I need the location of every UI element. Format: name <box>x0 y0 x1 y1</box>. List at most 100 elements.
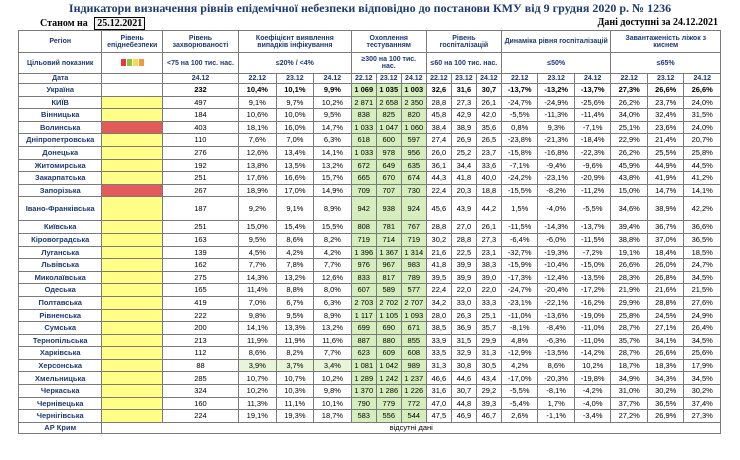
region-name: Сумська <box>17 321 103 335</box>
detection-value: 12,6% <box>238 145 277 160</box>
hospital-value: 22,0 <box>450 283 477 297</box>
hospital-value: 22,0 <box>475 283 502 297</box>
testing-value: 1 117 <box>350 308 377 323</box>
dynamics-value: -20,4% <box>537 283 575 297</box>
region-name: Чернівецька <box>17 396 103 411</box>
detection-value: 4,5% <box>238 245 277 260</box>
beds-value: 20,7% <box>683 133 721 147</box>
dynamics-value: -19,3% <box>537 245 575 260</box>
beds-value: 28,8% <box>646 295 685 310</box>
hospital-value: 38,5 <box>425 321 452 335</box>
dynamics-value: -23,1% <box>537 171 575 185</box>
dynamics-value: -5,5% <box>500 108 539 122</box>
dynamics-value: -11,3% <box>537 108 575 122</box>
incidence-value: 267 <box>161 183 240 198</box>
beds-value: 29,9% <box>610 295 648 310</box>
dynamics-value: -5,5% <box>500 384 539 398</box>
date-testing-1: 22.12 <box>350 73 377 84</box>
dynamics-value: -10,4% <box>537 258 575 272</box>
level-indicator <box>101 258 163 272</box>
beds-value: 14,1% <box>683 183 721 198</box>
dynamics-value: -13,7% <box>573 220 612 234</box>
hospital-value: 29,2 <box>475 384 502 398</box>
testing-value: 583 <box>350 409 377 423</box>
testing-value: 924 <box>400 196 427 222</box>
detection-value: 13,5% <box>275 158 315 173</box>
table-row: Рівненська 222 9,8% 9,5% 8,9% 1 117 1 105 1 093… <box>17 308 721 323</box>
dynamics-value: -4,0% <box>573 396 612 411</box>
detection-value: 8,6% <box>275 232 315 247</box>
dynamics-value: -14,2% <box>573 346 612 360</box>
dynamics-value: -13,6% <box>537 308 575 323</box>
region-name: Запорізька <box>17 183 103 198</box>
table-row: Івано-Франківська 187 9,2% 9,1% 8,9% 942 938 92… <box>17 196 721 222</box>
testing-value: 2 702 <box>375 295 402 310</box>
date-level-empty <box>101 73 163 84</box>
testing-value: 608 <box>400 346 427 360</box>
hospital-value: 26,3 <box>450 308 477 323</box>
detection-value: 13,4% <box>275 145 315 160</box>
incidence-value: 285 <box>161 371 240 386</box>
detection-value: 13,8% <box>238 158 277 173</box>
dynamics-value: 0,8% <box>500 120 539 135</box>
date-beds-1: 22.12 <box>610 73 648 84</box>
level-legend <box>101 52 163 74</box>
hospital-value: 39,9 <box>450 258 477 272</box>
col-detection: Коефіцієнт виявлення випадків інфікуванн… <box>238 30 352 53</box>
testing-value: 887 <box>350 333 377 348</box>
incidence-value: 251 <box>161 220 240 234</box>
dynamics-value: -12,9% <box>500 346 539 360</box>
testing-value: 1 286 <box>375 384 402 398</box>
region-name: Україна <box>17 83 103 97</box>
hospital-value: 31,5 <box>450 333 477 348</box>
dynamics-value: -3,4% <box>573 409 612 423</box>
status-left: Станом на 25.12.2021 <box>18 17 146 30</box>
region-name: Тернопільська <box>17 333 103 348</box>
beds-value: 39,4% <box>610 220 648 234</box>
region-name: Кіровоградська <box>17 232 103 247</box>
hospital-value: 30,8 <box>450 358 477 373</box>
testing-value: 1 396 <box>350 245 377 260</box>
level-indicator <box>101 183 163 198</box>
detection-value: 7,8% <box>275 258 315 272</box>
beds-value: 21,5% <box>683 283 721 297</box>
data-available-note: Дані доступні за 24.12.2021 <box>597 17 718 28</box>
incidence-value: 497 <box>161 95 240 110</box>
table-row: Миколаївська 275 14,3% 13,2% 12,6% 833 817 789 3… <box>17 270 721 285</box>
table-row: Одеська 165 11,4% 8,8% 8,0% 607 589 577 22,4 22,0… <box>17 283 721 297</box>
detection-value: 14,7% <box>313 120 352 135</box>
testing-value: 1 367 <box>375 245 402 260</box>
dynamics-value: -14,3% <box>537 220 575 234</box>
beds-value: 24,0% <box>683 95 721 110</box>
hospital-value: 27,3 <box>475 232 502 247</box>
beds-value: 30,2% <box>683 384 721 398</box>
indicator-row: Цільовий показник <75 на 100 тис. нас. ≤… <box>17 52 721 74</box>
hospital-value: 20,3 <box>450 183 477 198</box>
region-name: Житомирська <box>17 158 103 173</box>
date-testing-2: 23.12 <box>375 73 402 84</box>
beds-value: 26,0% <box>646 258 685 272</box>
incidence-value: 224 <box>161 409 240 423</box>
detection-value: 7,7% <box>313 258 352 272</box>
region-name: Одеська <box>17 283 103 297</box>
incidence-value: 232 <box>161 83 240 97</box>
testing-value: 1 069 <box>350 83 377 97</box>
dynamics-value: -13,5% <box>537 346 575 360</box>
beds-value: 31,5% <box>683 108 721 122</box>
hospital-value: 35,6 <box>475 120 502 135</box>
hospital-value: 34,4 <box>450 158 477 173</box>
testing-value: 1 242 <box>375 371 402 386</box>
hospital-value: 22,5 <box>450 245 477 260</box>
detection-value: 14,1% <box>238 321 277 335</box>
testing-value: 820 <box>400 108 427 122</box>
incidence-value: 251 <box>161 171 240 185</box>
hospital-value: 28,8 <box>425 95 452 110</box>
detection-value: 13,2% <box>275 270 315 285</box>
beds-value: 31,0% <box>610 384 648 398</box>
beds-value: 21,6% <box>646 283 685 297</box>
hospital-value: 30,7 <box>475 83 502 97</box>
status-row: Станом на 25.12.2021 Дані доступні за 24… <box>18 16 730 30</box>
incidence-value: 187 <box>161 196 240 222</box>
beds-value: 24,0% <box>683 120 721 135</box>
level-indicator <box>101 232 163 247</box>
